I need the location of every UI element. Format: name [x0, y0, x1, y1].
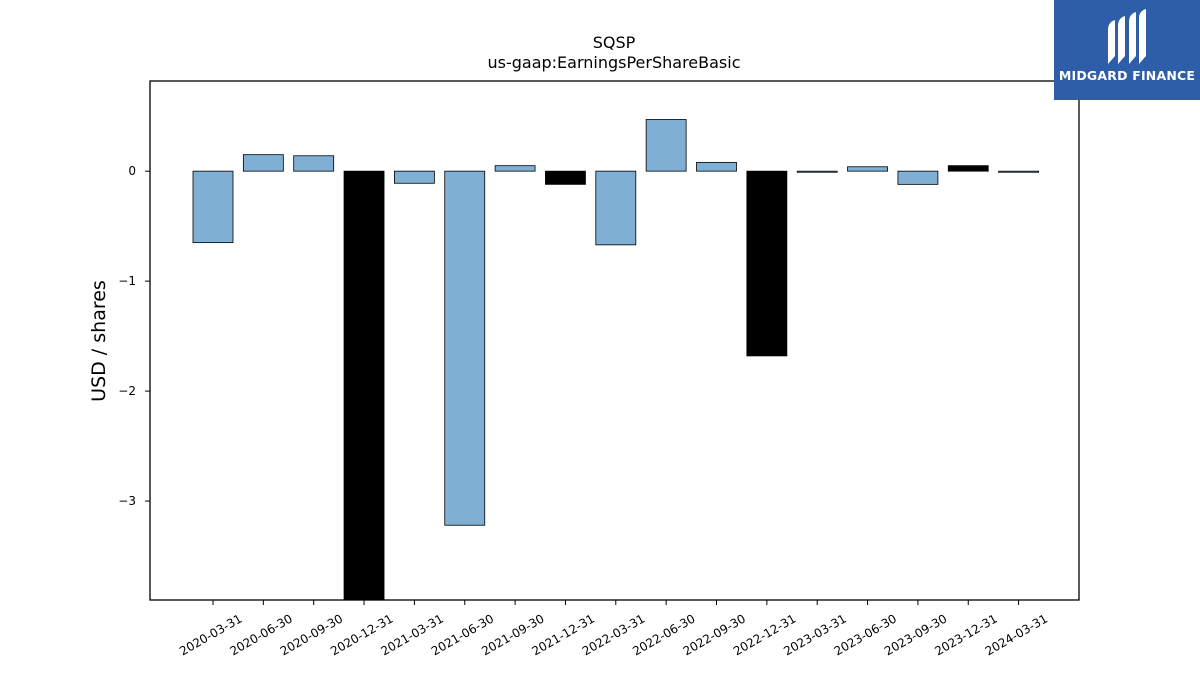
bar-2024-03-31 [998, 170, 1039, 173]
y-axis-label: USD / shares [88, 280, 110, 402]
chart-title: SQSP [593, 33, 636, 52]
y-tick-label: −3 [118, 494, 136, 508]
bar-2023-06-30 [847, 166, 888, 172]
y-tick-label: 0 [128, 164, 136, 178]
bar-2021-03-31 [393, 170, 435, 184]
bar-2021-06-30 [444, 170, 486, 526]
y-ticks-group: 0 −1 −2 −3 [118, 164, 150, 508]
bar-2020-06-30 [242, 154, 284, 172]
x-ticks-group: 2020-03-312020-06-302020-09-302020-12-31… [177, 600, 1050, 658]
bar-2020-03-31 [192, 170, 234, 244]
bar-2021-09-30 [494, 165, 536, 172]
bar-2023-03-31 [796, 170, 838, 173]
brand-name: MIDGARD FINANCE [1058, 68, 1196, 83]
y-tick-label: −1 [118, 274, 136, 288]
bar-2023-09-30 [897, 170, 939, 185]
bar-2023-12-31 [947, 165, 989, 172]
chart-subtitle: us-gaap:EarningsPerShareBasic [487, 53, 740, 72]
brand-logo: MIDGARD FINANCE [1054, 0, 1200, 100]
bar-2022-09-30 [696, 161, 737, 172]
bar-2022-12-31 [746, 170, 788, 357]
midgard-logo-icon [1108, 9, 1146, 64]
y-tick-label: −2 [118, 384, 136, 398]
bar-2022-03-31 [595, 170, 637, 246]
bar-2022-06-30 [645, 119, 687, 172]
plot-frame [149, 80, 1080, 601]
bars-group [192, 119, 1039, 601]
bar-2020-12-31 [343, 170, 385, 601]
bar-2020-09-30 [293, 155, 335, 172]
bar-2021-12-31 [545, 170, 586, 185]
